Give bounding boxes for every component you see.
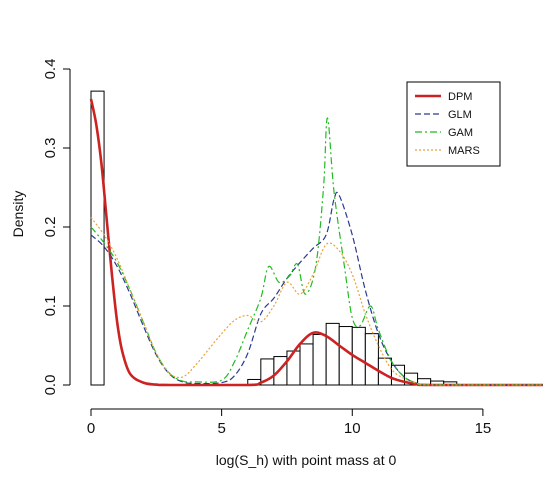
x-tick-label: 5 [217, 420, 225, 437]
series-mars-line [90, 217, 543, 386]
y-tick-label: 0.4 [42, 59, 59, 80]
x-tick-label: 0 [87, 420, 95, 437]
series-gam-line [90, 117, 543, 386]
x-tick-label: 10 [344, 420, 361, 437]
density-curves [89, 98, 543, 387]
histogram-bar [325, 322, 340, 386]
series-dpm-line [89, 98, 543, 387]
histogram-bar [364, 333, 379, 386]
legend-label-glm: GLM [448, 109, 472, 121]
histogram [90, 90, 458, 386]
histogram-bar [286, 350, 301, 386]
legend-label-mars: MARS [448, 145, 480, 157]
histogram-bar [338, 326, 353, 386]
y-tick-label: 0.0 [42, 375, 59, 396]
legend-items: DPM GLM GAM MARS [415, 91, 480, 157]
x-axis-title: log(S_h) with point mass at 0 [216, 452, 397, 468]
y-tick-label: 0.3 [42, 138, 59, 159]
y-tick-label: 0.1 [42, 296, 59, 317]
x-ticks: 0 5 10 15 [87, 409, 491, 437]
y-tick-label: 0.2 [42, 217, 59, 238]
legend-label-dpm: DPM [448, 91, 472, 103]
x-tick-label: 15 [475, 420, 492, 437]
histogram-bar [299, 343, 314, 386]
legend: DPM GLM GAM MARS [406, 81, 501, 167]
y-axis-title: Density [10, 191, 26, 238]
series-glm-line [90, 191, 543, 386]
legend-label-gam: GAM [448, 127, 473, 139]
histogram-bar [312, 333, 327, 386]
y-ticks: 0.0 0.1 0.2 0.3 0.4 [42, 59, 70, 396]
